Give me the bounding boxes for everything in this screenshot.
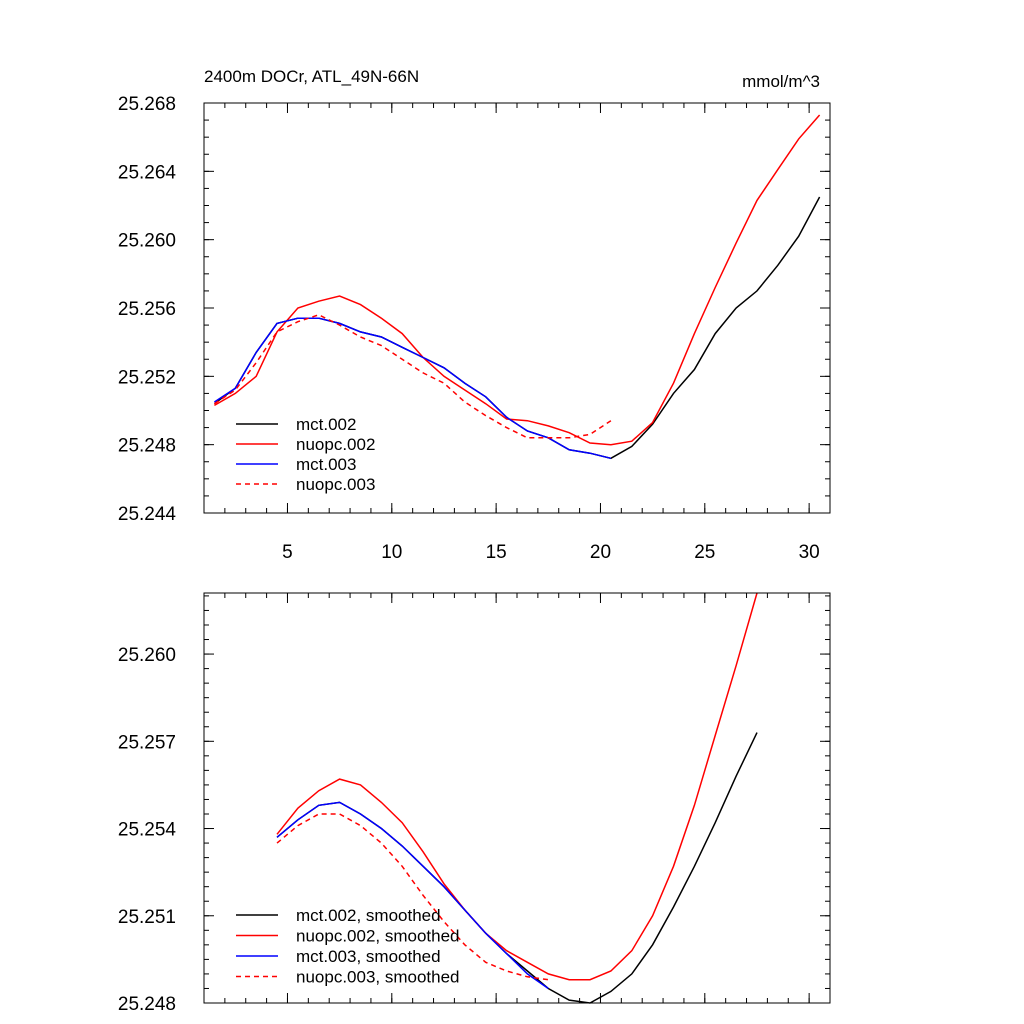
y-tick-label: 25.256 (118, 299, 176, 320)
legend-label: nuopc.003, smoothed (296, 968, 460, 987)
y-tick-label: 25.248 (118, 994, 176, 1015)
y-tick-label: 25.264 (118, 162, 177, 183)
y-tick-label: 25.248 (118, 436, 176, 457)
y-tick-label: 25.260 (118, 231, 176, 252)
legend-label: mct.002 (296, 415, 356, 434)
bottom-panel-frame (203, 592, 831, 1004)
legend-label: mct.002, smoothed (296, 906, 441, 925)
x-tick-label: 25 (694, 542, 715, 563)
x-tick-label: 5 (282, 542, 293, 563)
bottom-panel-ticks: 25.248 25.251 25.254 25.257 25.260 (118, 593, 831, 1015)
y-tick-label: 25.244 (118, 504, 177, 525)
x-tick-label: 20 (590, 542, 611, 563)
bottom-panel: 25.248 25.251 25.254 25.257 25.260 mct.002, … (118, 592, 831, 1015)
top-panel-ticks: 25.244 25.248 25.252 25.256 25.260 25.264 25.2… (118, 94, 831, 563)
y-tick-label: 25.251 (118, 907, 176, 928)
x-tick-label: 30 (799, 542, 820, 563)
top-panel-frame (203, 102, 831, 514)
bottom-panel-series (276, 592, 758, 1004)
chart-title: 2400m DOCr, ATL_49N-66N (204, 67, 419, 86)
y-tick-label: 25.257 (118, 732, 176, 753)
series-line-mct-003 (213, 317, 612, 460)
x-tick-label: 10 (381, 542, 402, 563)
legend-label: nuopc.002, smoothed (296, 927, 460, 946)
x-tick-label: 15 (486, 542, 507, 563)
series-line-nuopc-002-smoothed (276, 592, 758, 981)
series-line-nuopc-003-smoothed (276, 813, 549, 981)
series-line-nuopc-003 (213, 313, 612, 439)
top-panel: 2400m DOCr, ATL_49N-66N mmol/m^3 25.2442… (118, 67, 831, 563)
y-tick-label: 25.254 (118, 820, 177, 841)
chart-units: mmol/m^3 (742, 72, 820, 91)
series-line-nuopc-002 (214, 114, 821, 446)
y-tick-label: 25.268 (118, 94, 176, 115)
y-tick-label: 25.252 (118, 367, 176, 388)
y-tick-label: 25.260 (118, 645, 176, 666)
top-panel-series (213, 114, 821, 460)
legend-label: mct.003 (296, 455, 356, 474)
legend-label: nuopc.003 (296, 475, 375, 494)
legend-label: nuopc.002 (296, 435, 375, 454)
series-line-mct-003-smoothed (276, 801, 549, 990)
bottom-panel-legend: mct.002, smoothed nuopc.002, smoothedmct.… (236, 906, 460, 987)
legend-label: mct.003, smoothed (296, 947, 441, 966)
